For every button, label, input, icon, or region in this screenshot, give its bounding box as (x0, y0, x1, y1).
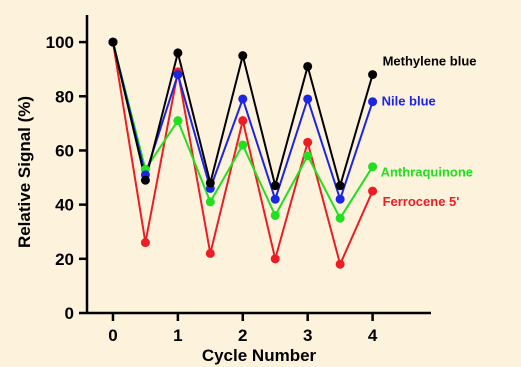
data-point-nile-blue (368, 97, 378, 107)
data-point-ferrocene-5 (335, 259, 345, 269)
data-point-nile-blue (270, 194, 280, 204)
data-point-methylene-blue (108, 37, 118, 47)
data-point-methylene-blue (303, 61, 313, 71)
y-tick-label: 80 (55, 87, 74, 106)
data-point-anthraquinone (205, 197, 215, 207)
y-tick-label: 60 (55, 141, 74, 160)
data-point-ferrocene-5 (368, 186, 378, 196)
data-point-methylene-blue (205, 178, 215, 188)
data-point-ferrocene-5 (140, 238, 150, 248)
data-point-methylene-blue (335, 181, 345, 191)
data-point-anthraquinone (335, 213, 345, 223)
data-point-nile-blue (238, 94, 248, 104)
y-tick-label: 100 (46, 33, 74, 52)
x-tick-label: 2 (238, 326, 247, 345)
data-point-ferrocene-5 (270, 254, 280, 264)
data-point-ferrocene-5 (205, 248, 215, 258)
series-line-methylene-blue (111, 41, 374, 190)
y-axis-title: Relative Signal (%) (15, 96, 34, 248)
data-point-anthraquinone (368, 162, 378, 172)
x-tick-label: 1 (173, 326, 182, 345)
x-tick-label: 4 (368, 326, 378, 345)
series-label-nile-blue: Nile blue (382, 94, 436, 109)
data-point-anthraquinone (270, 210, 280, 220)
data-point-anthraquinone (238, 140, 248, 150)
y-tick-label: 20 (55, 250, 74, 269)
x-tick-label: 0 (108, 326, 117, 345)
series-points (108, 37, 378, 269)
data-point-anthraquinone (173, 116, 183, 126)
data-point-ferrocene-5 (303, 137, 313, 147)
data-point-nile-blue (335, 194, 345, 204)
ticks: 0 20 40 60 80 100 0 1 2 3 4 (46, 33, 378, 345)
y-tick-label: 0 (65, 304, 74, 323)
data-point-anthraquinone (303, 151, 313, 161)
axes (85, 15, 431, 315)
x-axis-title: Cycle Number (202, 346, 317, 365)
data-point-methylene-blue (140, 175, 150, 185)
data-point-methylene-blue (238, 51, 248, 61)
series-label-anthraquinone: Anthraquinone (381, 165, 473, 180)
data-point-nile-blue (173, 70, 183, 80)
data-point-nile-blue (303, 94, 313, 104)
data-point-methylene-blue (368, 70, 378, 80)
data-point-ferrocene-5 (238, 116, 248, 126)
series-labels: Ferrocene 5' Anthraquinone Nile blue Methyl… (381, 54, 477, 209)
x-tick-label: 3 (303, 326, 312, 345)
series-label-methylene-blue: Methylene blue (383, 54, 477, 69)
data-point-methylene-blue (173, 48, 183, 58)
data-point-methylene-blue (270, 181, 280, 191)
series-lines (111, 41, 374, 268)
y-tick-label: 40 (55, 196, 74, 215)
series-label-ferrocene-5: Ferrocene 5' (383, 194, 460, 209)
series-line-anthraquinone (111, 41, 374, 221)
